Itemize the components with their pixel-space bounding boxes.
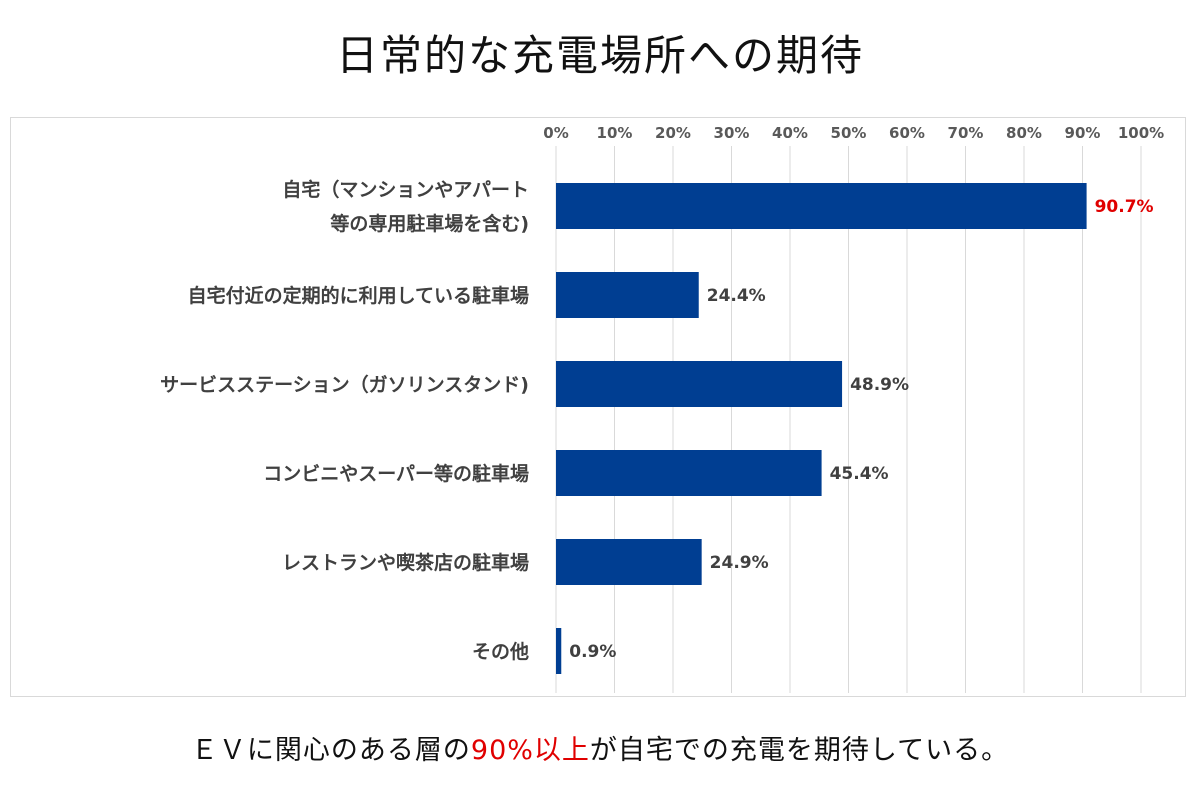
caption-before: ＥＶに関心のある層の [190,735,471,766]
category-label: 自宅（マンションやアパート [282,178,529,201]
data-label: 90.7% [1095,197,1154,217]
x-tick-label: 30% [714,124,750,142]
bar [556,361,843,407]
data-label: 0.9% [569,642,616,662]
x-tick-label: 50% [831,124,867,142]
category-label: 等の専用駐車場を含む) [329,212,529,235]
x-tick-label: 0% [543,124,568,142]
caption: ＥＶに関心のある層の90%以上が自宅での充電を期待している。 [0,728,1200,767]
data-label: 24.4% [707,286,766,306]
x-tick-label: 20% [655,124,691,142]
bar-chart: 0% 10% 20% 30% 40% 50% 60% 70% 80% 90% 100% 90.7% 自宅… [160,124,1164,693]
data-label: 48.9% [850,375,909,395]
x-tick-label: 70% [948,124,984,142]
category-label: コンビニやスーパー等の駐車場 [263,462,529,485]
x-tick-label: 60% [889,124,925,142]
category-label: レストランや喫茶店の駐車場 [282,551,529,574]
data-label: 24.9% [710,553,769,573]
caption-after: が自宅での充電を期待している。 [589,735,1010,766]
bar [556,539,702,585]
chart-frame: 0% 10% 20% 30% 40% 50% 60% 70% 80% 90% 100% 90.7% 自宅… [10,117,1186,697]
x-tick-label: 100% [1118,124,1164,142]
data-label: 45.4% [830,464,889,484]
x-tick-label: 90% [1065,124,1101,142]
category-label: その他 [472,640,529,663]
bar [556,272,699,318]
x-tick-label: 10% [597,124,633,142]
caption-highlight: 90%以上 [470,735,590,766]
x-tick-label: 40% [772,124,808,142]
x-tick-label: 80% [1006,124,1042,142]
category-label: 自宅付近の定期的に利用している駐車場 [188,284,529,307]
bar [556,450,822,496]
bar [556,183,1087,229]
category-label: サービスステーション（ガソリンスタンド) [160,373,529,396]
bar [556,628,562,674]
page-title: 日常的な充電場所への期待 [335,31,864,80]
